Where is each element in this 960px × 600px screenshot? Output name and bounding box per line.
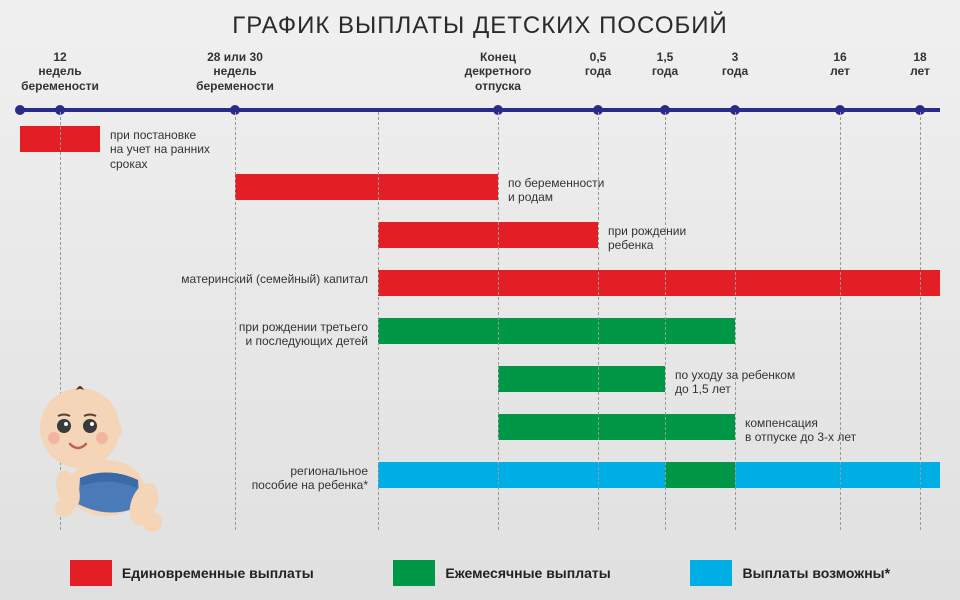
bar <box>498 366 665 392</box>
grid-line <box>840 112 841 530</box>
chart-row: материнский (семейный) капитал <box>0 264 960 312</box>
grid-line <box>920 112 921 530</box>
legend-item: Единовременные выплаты <box>70 560 314 586</box>
axis-label: 16 лет <box>830 50 850 79</box>
bar-label: по беременности и родам <box>508 176 604 205</box>
bar-label: региональное пособие на ребенка* <box>252 464 368 493</box>
legend-text: Выплаты возможны* <box>742 565 890 581</box>
axis-label: 3 года <box>722 50 748 79</box>
grid-line <box>735 112 736 530</box>
bar <box>235 174 498 200</box>
bar-label: при рождении ребенка <box>608 224 686 253</box>
grid-line <box>235 112 236 530</box>
bar-label: при постановке на учет на ранних сроках <box>110 128 210 171</box>
bar <box>735 462 940 488</box>
legend-item: Ежемесячные выплаты <box>393 560 610 586</box>
bar-label: материнский (семейный) капитал <box>181 272 368 286</box>
legend-swatch <box>690 560 732 586</box>
grid-line <box>598 112 599 530</box>
chart-row: при рождении ребенка <box>0 216 960 264</box>
chart-row: при постановке на учет на ранних сроках <box>0 120 960 168</box>
bar <box>665 462 735 488</box>
axis-label: 28 или 30 недель беремености <box>196 50 274 93</box>
chart-row: по беременности и родам <box>0 168 960 216</box>
legend-swatch <box>70 560 112 586</box>
grid-line <box>498 112 499 530</box>
baby-illustration <box>18 378 178 538</box>
bar <box>378 462 665 488</box>
timeline <box>0 108 960 112</box>
legend-text: Ежемесячные выплаты <box>445 565 610 581</box>
axis-labels: 12 недель беремености 28 или 30 недель бе… <box>0 50 960 100</box>
axis-label: Конец декретного отпуска <box>465 50 532 93</box>
grid-line <box>665 112 666 530</box>
axis-label: 18 лет <box>910 50 930 79</box>
chart-row: при рождении третьего и последующих дете… <box>0 312 960 360</box>
bar <box>378 270 940 296</box>
bar-label: при рождении третьего и последующих дете… <box>239 320 368 349</box>
legend-swatch <box>393 560 435 586</box>
legend-text: Единовременные выплаты <box>122 565 314 581</box>
bar <box>378 222 598 248</box>
legend: Единовременные выплаты Ежемесячные выпла… <box>0 560 960 586</box>
bar <box>378 318 735 344</box>
legend-item: Выплаты возможны* <box>690 560 890 586</box>
axis-label: 1,5 года <box>652 50 678 79</box>
axis-label: 12 недель беремености <box>21 50 99 93</box>
chart-title: ГРАФИК ВЫПЛАТЫ ДЕТСКИХ ПОСОБИЙ <box>0 0 960 40</box>
bar <box>498 414 735 440</box>
axis-label: 0,5 года <box>585 50 611 79</box>
